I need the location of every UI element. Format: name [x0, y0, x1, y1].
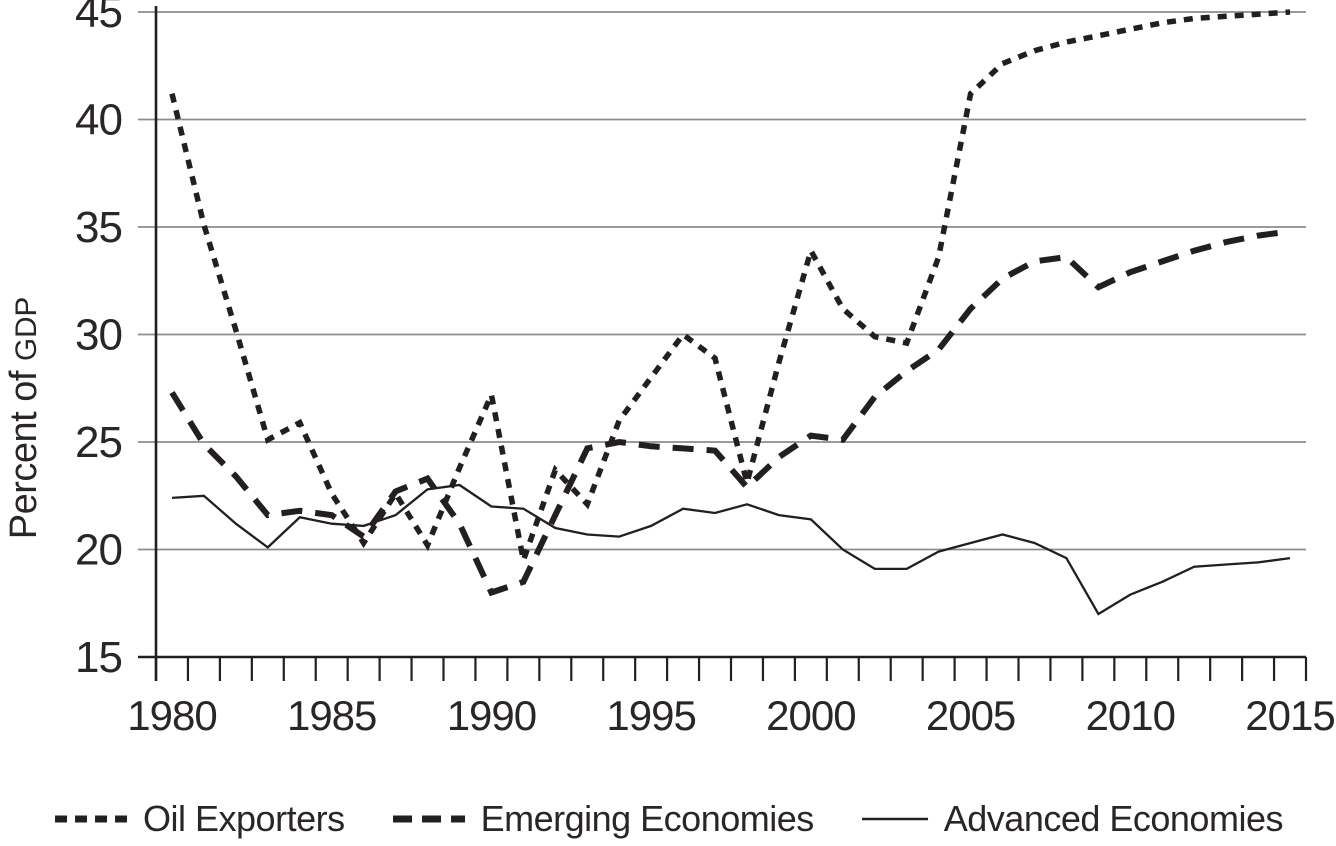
legend-swatch-dotted-line: [55, 815, 128, 823]
x-tick-label: 2000: [766, 692, 855, 739]
y-tick-label: 35: [75, 203, 122, 252]
y-tick-label: 15: [75, 633, 122, 682]
y-axis-title: Percent of GDP: [3, 253, 47, 583]
y-tick-label: 45: [75, 0, 122, 37]
x-tick-label: 2005: [926, 692, 1015, 739]
x-tick-label: 1995: [606, 692, 695, 739]
legend-label: Advanced Economies: [943, 798, 1284, 839]
y-tick-label: 25: [75, 418, 122, 467]
x-tick-label: 1990: [447, 692, 536, 739]
legend-label: Oil Exporters: [143, 798, 345, 839]
x-tick-label: 2010: [1086, 692, 1175, 739]
legend-label: Emerging Economies: [480, 798, 815, 839]
legend-item-oil-exporters: Oil Exporters: [53, 798, 345, 840]
y-axis-title-unit: GDP: [10, 296, 43, 361]
legend-item-emerging-economies: Emerging Economies: [391, 798, 814, 840]
x-tick-label: 1985: [287, 692, 376, 739]
legend-swatch-solid-line: [861, 817, 928, 821]
x-tick-label: 1980: [127, 692, 216, 739]
y-tick-label: 40: [75, 96, 122, 145]
series-line-oil-exporters: [169, 9, 1291, 571]
y-tick-label: 20: [75, 526, 122, 575]
legend-item-advanced-economies: Advanced Economies: [860, 798, 1283, 840]
chart-legend: Oil Exporters Emerging Economies Advance…: [53, 798, 1283, 840]
series-line-emerging-economies: [169, 228, 1291, 597]
x-tick-label: 2015: [1245, 692, 1334, 739]
y-tick-label: 30: [75, 311, 122, 360]
legend-swatch-dashed-line: [392, 815, 465, 823]
y-axis-title-text: Percent of: [3, 360, 45, 540]
series-line-advanced-economies: [171, 483, 1291, 616]
